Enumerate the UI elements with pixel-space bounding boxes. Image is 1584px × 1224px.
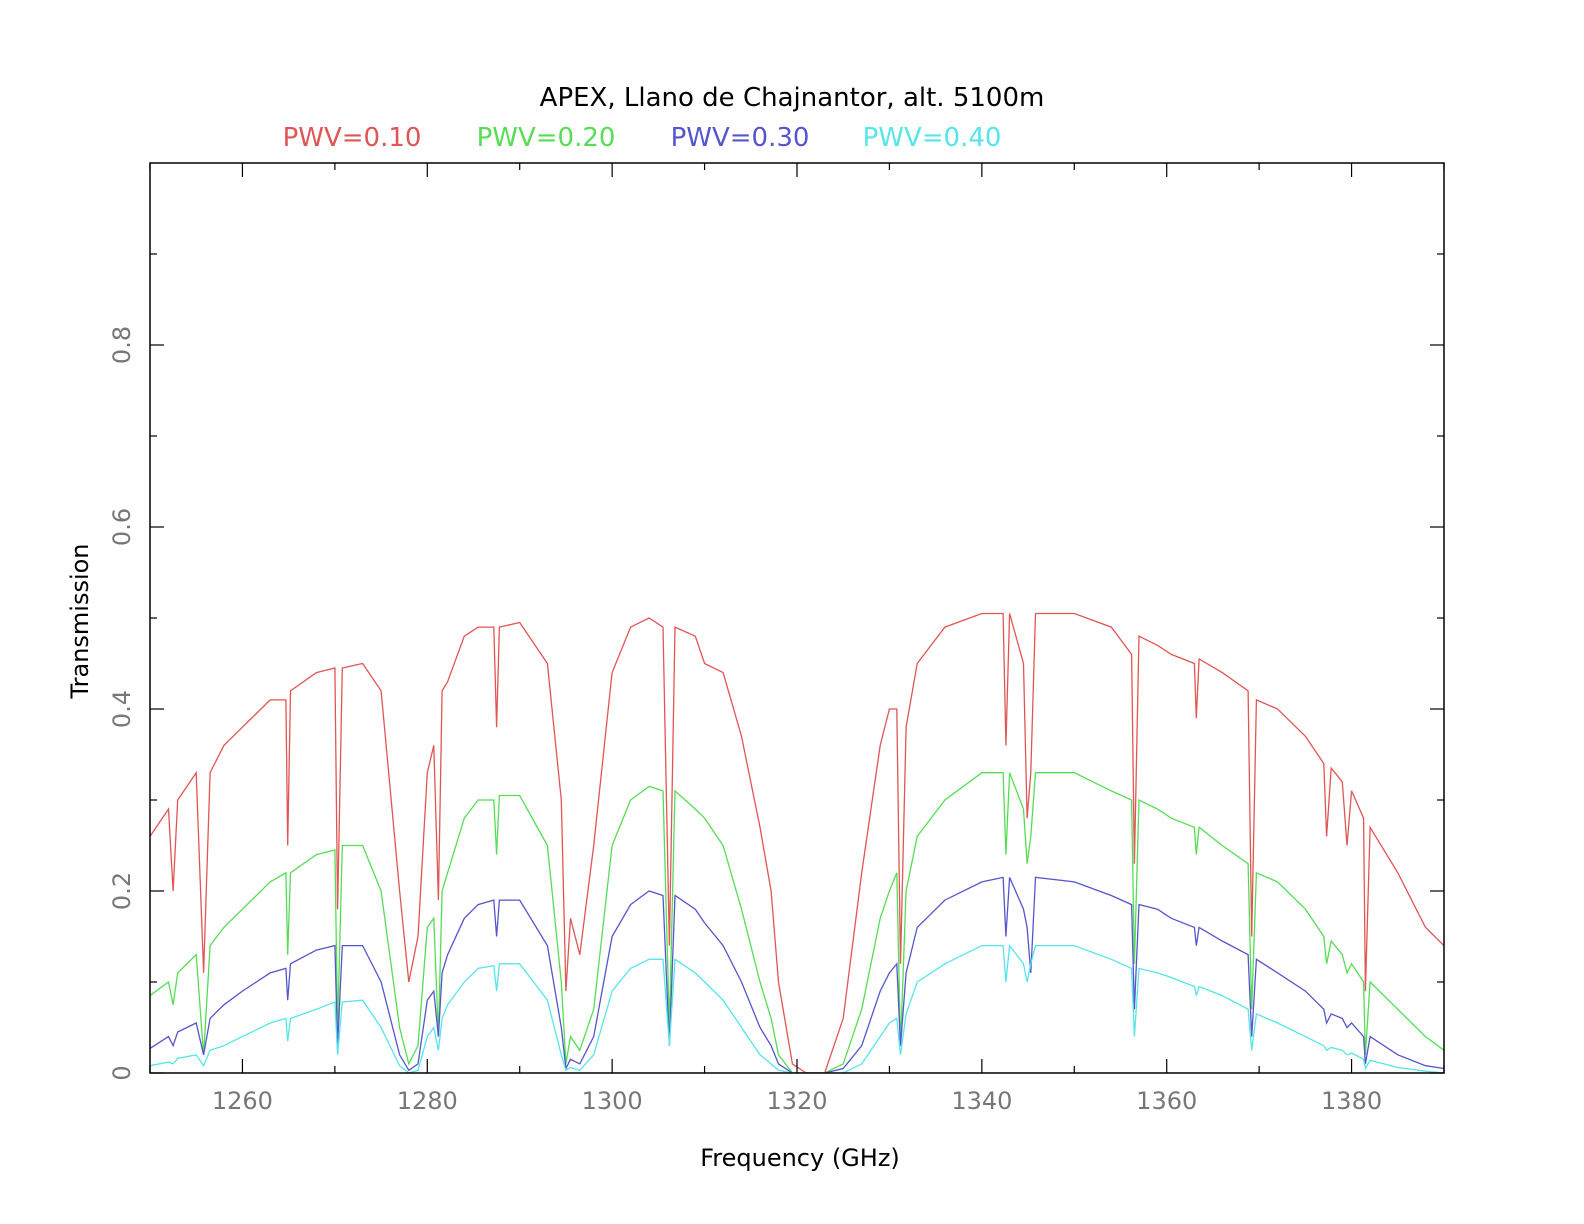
series-line-2	[150, 772, 1444, 1073]
series-line-1	[150, 612, 1444, 1073]
legend: PWV=0.10 PWV=0.20 PWV=0.30 PWV=0.40	[283, 123, 1002, 153]
y-tick-label: 0.2	[108, 872, 136, 910]
x-axis: 1260 1280 1300 1320 1340 1360 1380	[149, 163, 1445, 1115]
x-tick-label: 1260	[212, 1087, 273, 1115]
y-tick-label: 0	[108, 1065, 136, 1080]
series-line-3	[150, 876, 1444, 1073]
legend-entry-3: PWV=0.30	[671, 123, 810, 153]
y-axis: 0 0.2 0.4 0.6 0.8	[108, 253, 1444, 1081]
y-tick-label: 0.6	[108, 508, 136, 546]
legend-entry-2: PWV=0.20	[477, 123, 616, 153]
x-tick-label: 1300	[582, 1087, 643, 1115]
legend-entry-1: PWV=0.10	[283, 123, 422, 153]
x-tick-label: 1320	[766, 1087, 827, 1115]
series-line-4	[150, 943, 1444, 1073]
legend-entry-4: PWV=0.40	[863, 123, 1002, 153]
x-tick-label: 1380	[1321, 1087, 1382, 1115]
x-tick-label: 1340	[951, 1087, 1012, 1115]
y-axis-label: Transmission	[66, 543, 94, 699]
x-tick-label: 1280	[397, 1087, 458, 1115]
x-tick-label: 1360	[1136, 1087, 1197, 1115]
x-axis-label: Frequency (GHz)	[700, 1144, 900, 1172]
chart-title: APEX, Llano de Chajnantor, alt. 5100m	[540, 83, 1045, 113]
y-tick-label: 0.4	[108, 690, 136, 728]
series-layer	[150, 612, 1444, 1073]
y-tick-label: 0.8	[108, 326, 136, 364]
